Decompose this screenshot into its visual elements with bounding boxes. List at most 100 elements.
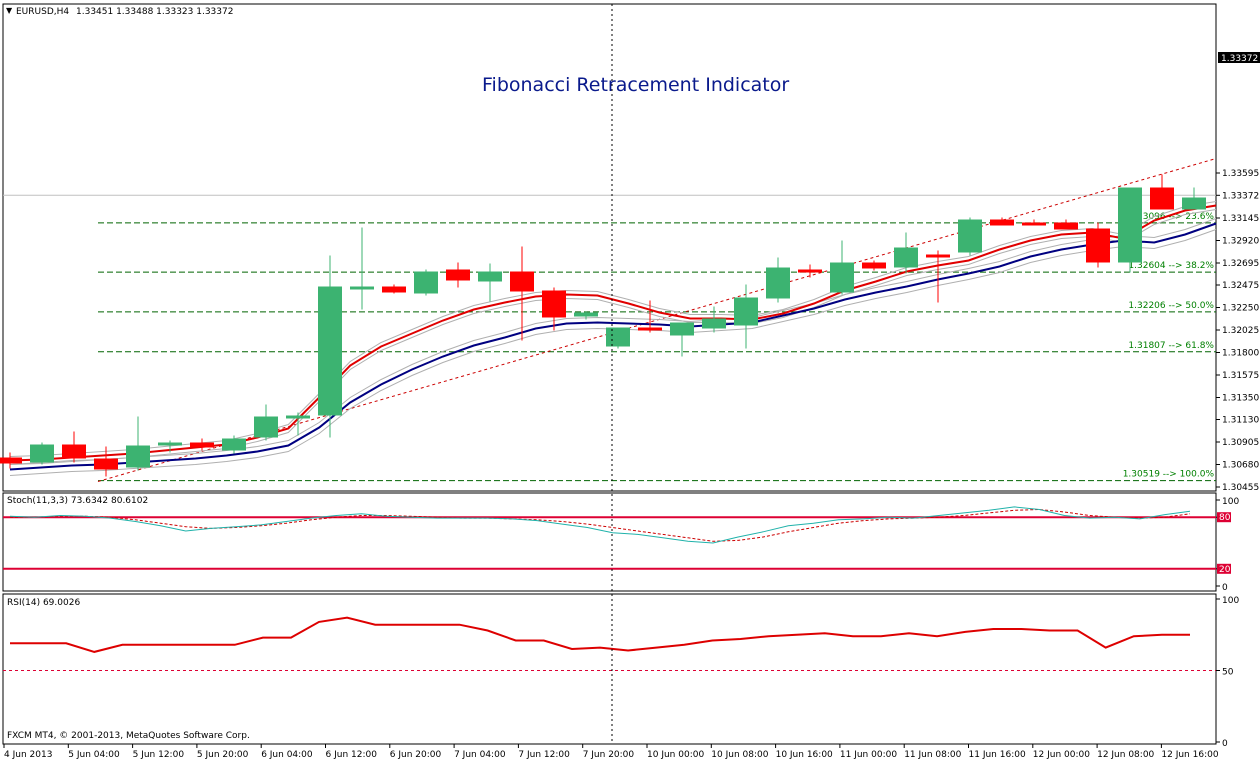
price-tick-label: 1.31800 [1222, 349, 1259, 359]
stoch-main-line [9, 506, 1191, 544]
time-tick-label: 6 Jun 20:00 [390, 750, 442, 760]
price-tick-label: 1.33145 [1222, 214, 1259, 224]
rsi-pane [2, 593, 1217, 745]
stoch-tick-label: 20 [1219, 565, 1231, 575]
fib-level-label: 1.33096 --> 23.6% [1128, 212, 1214, 222]
time-tick-label: 4 Jun 2013 [4, 750, 52, 760]
ma-slow-line [9, 222, 1217, 471]
time-tick-label: 10 Jun 16:00 [776, 750, 833, 760]
rsi-tick-label: 0 [1222, 739, 1228, 749]
time-tick-label: 7 Jun 20:00 [583, 750, 635, 760]
ma-band-line [9, 201, 1217, 457]
stoch-tick-label: 100 [1222, 497, 1239, 507]
fib-level-label: 1.32604 --> 38.2% [1128, 261, 1214, 271]
candle-body [670, 322, 694, 336]
candle-body [318, 286, 342, 416]
time-tick-label: 5 Jun 12:00 [133, 750, 185, 760]
chart-title: Fibonacci Retracement Indicator [482, 74, 789, 96]
time-tick-label: 5 Jun 20:00 [197, 750, 249, 760]
candle-body [254, 416, 278, 438]
candle-body [606, 327, 630, 347]
current-price-label: 1.33372 [1221, 54, 1258, 64]
main-plot: 1.33096 --> 23.6% 1.32604 --> 38.2% 1.3220… [0, 158, 1217, 482]
time-tick-label: 11 Jun 16:00 [969, 750, 1026, 760]
symbol-label: EURUSD,H4 [16, 7, 69, 17]
price-tick-label: 1.33372 [1222, 191, 1259, 201]
candle-body [1054, 222, 1078, 230]
price-axis: 1.33595 1.33372 1.33145 1.32920 1.32695 1.324… [1216, 169, 1259, 749]
ma-band-line [9, 209, 1217, 465]
candle-body [574, 312, 598, 317]
fib-level-label: 1.32206 --> 50.0% [1128, 301, 1214, 311]
candle-body [798, 269, 822, 273]
main-pane [2, 3, 1217, 492]
candle-body [1118, 187, 1142, 263]
rsi-title: RSI(14) 69.0026 [7, 598, 80, 608]
candle-body [1150, 187, 1174, 210]
time-tick-label: 12 Jun 16:00 [1161, 750, 1218, 760]
candle-body [1086, 228, 1110, 263]
ma-band-line [9, 218, 1217, 465]
price-tick-label: 1.32025 [1222, 326, 1259, 336]
candle-body [222, 438, 246, 451]
time-tick-label: 6 Jun 12:00 [326, 750, 378, 760]
price-tick-label: 1.32695 [1222, 259, 1259, 269]
candle-body [510, 271, 534, 292]
candle-body [350, 286, 374, 290]
candle-body [638, 327, 662, 331]
time-tick-label: 11 Jun 00:00 [840, 750, 897, 760]
time-tick-label: 6 Jun 04:00 [261, 750, 313, 760]
price-tick-label: 1.32920 [1222, 237, 1259, 247]
time-tick-label: 7 Jun 04:00 [454, 750, 506, 760]
stoch-signal-line [10, 508, 1191, 542]
fib-level-label: 1.30519 --> 100.0% [1123, 470, 1215, 480]
rsi-plot [3, 616, 1216, 671]
candle-body [126, 445, 150, 468]
stoch-pane [2, 492, 1217, 592]
price-tick-label: 1.30680 [1222, 461, 1259, 471]
candle-body [446, 269, 470, 281]
candle-body [734, 297, 758, 326]
stoch-plot [3, 506, 1216, 570]
price-tick-label: 1.33595 [1222, 169, 1259, 179]
candle-body [190, 442, 214, 448]
fib-trendline [97, 158, 1217, 482]
candle-body [0, 457, 22, 464]
rsi-tick-label: 100 [1222, 596, 1239, 606]
candle-body [478, 271, 502, 282]
candle-body [862, 262, 886, 269]
candle-body [94, 458, 118, 470]
price-tick-label: 1.30455 [1222, 483, 1259, 493]
current-price-box [1218, 52, 1260, 63]
time-tick-label: 10 Jun 08:00 [711, 750, 768, 760]
stoch-title: Stoch(11,3,3) 73.6342 80.6102 [7, 496, 148, 506]
copyright-text: FXCM MT4, © 2001-2013, MetaQuotes Softwa… [7, 731, 250, 741]
time-axis: 4 Jun 2013 5 Jun 04:00 5 Jun 12:00 5 Jun 20… [3, 744, 1219, 760]
candle-body [830, 262, 854, 293]
price-tick-label: 1.31130 [1222, 416, 1259, 426]
price-tick-label: 1.32250 [1222, 304, 1259, 314]
candle-body [1022, 222, 1046, 226]
time-tick-label: 10 Jun 00:00 [647, 750, 704, 760]
candle-body [926, 254, 950, 258]
rsi-tick-label: 50 [1222, 668, 1234, 678]
candle-body [702, 318, 726, 329]
chart-header-arrow: ▼ [6, 6, 13, 15]
candle-body [766, 267, 790, 299]
time-tick-label: 12 Jun 00:00 [1033, 750, 1090, 760]
time-tick-label: 12 Jun 08:00 [1097, 750, 1154, 760]
candle-body [414, 271, 438, 294]
stoch-level-tag [1217, 512, 1231, 523]
stoch-tick-label: 0 [1222, 583, 1228, 593]
rsi-line [10, 616, 1190, 653]
candle-body [158, 442, 182, 446]
stoch-level-tag [1217, 563, 1231, 574]
candle-body [990, 219, 1014, 226]
candle-body [1182, 197, 1206, 210]
time-tick-label: 5 Jun 04:00 [68, 750, 120, 760]
ohlc-label: 1.33451 1.33488 1.33323 1.33372 [76, 7, 233, 17]
price-tick-label: 1.32475 [1222, 281, 1259, 291]
stoch-tick-label: 80 [1219, 513, 1231, 523]
price-tick-label: 1.31575 [1222, 371, 1259, 381]
